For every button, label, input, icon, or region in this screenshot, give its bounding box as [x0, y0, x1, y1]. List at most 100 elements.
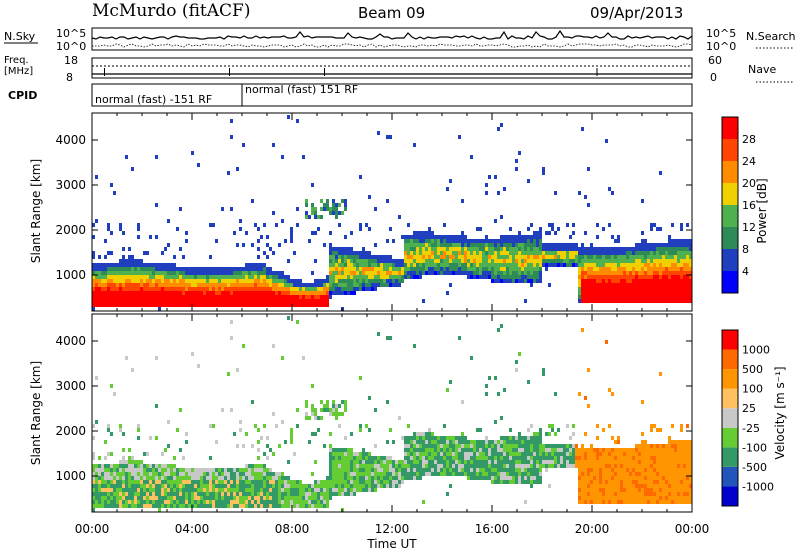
- velocity-cell: [680, 480, 683, 484]
- power-cell: [314, 291, 317, 295]
- velocity-cell: [515, 472, 518, 476]
- power-cell: [557, 255, 560, 259]
- power-cell: [572, 243, 575, 247]
- velocity-cell: [635, 492, 638, 496]
- power-cell: [95, 275, 98, 279]
- velocity-cell: [191, 480, 194, 484]
- velocity-cell: [632, 452, 635, 456]
- power-cell: [599, 255, 602, 259]
- power-cell: [326, 275, 329, 279]
- power-cell: [389, 283, 392, 287]
- velocity-cell: [206, 500, 209, 504]
- power-cell: [614, 295, 617, 299]
- velocity-cell: [566, 424, 569, 428]
- velocity-cell: [245, 476, 248, 480]
- velocity-cell: [140, 472, 143, 476]
- velocity-cell: [440, 464, 443, 468]
- velocity-cell: [647, 488, 650, 492]
- velocity-cell: [203, 504, 206, 508]
- velocity-cell: [125, 468, 128, 472]
- velocity-cell: [665, 452, 668, 456]
- velocity-cell: [533, 476, 536, 480]
- velocity-cell: [440, 448, 443, 452]
- velocity-cell: [419, 468, 422, 472]
- power-cell: [110, 263, 113, 267]
- velocity-cell: [311, 500, 314, 504]
- power-cell: [674, 255, 677, 259]
- power-cell: [329, 275, 332, 279]
- velocity-cell: [365, 424, 368, 428]
- velocity-cell: [515, 468, 518, 472]
- velocity-cell: [596, 464, 599, 468]
- velocity-cell: [389, 480, 392, 484]
- power-cell: [134, 295, 137, 299]
- power-cell: [347, 271, 350, 275]
- velocity-cell: [683, 448, 686, 452]
- power-cell: [320, 295, 323, 299]
- power-cell: [206, 287, 209, 291]
- velocity-cell: [290, 492, 293, 496]
- velocity-cell: [596, 492, 599, 496]
- velocity-cell: [344, 484, 347, 488]
- power-cell: [140, 283, 143, 287]
- power-cell: [599, 263, 602, 267]
- power-cell: [671, 283, 674, 287]
- velocity-cell: [251, 492, 254, 496]
- velocity-cell: [530, 484, 533, 488]
- velocity-cell: [473, 448, 476, 452]
- velocity-cell: [548, 444, 551, 448]
- power-cell: [188, 291, 191, 295]
- velocity-cell: [272, 488, 275, 492]
- power-cell: [557, 227, 560, 231]
- power-cell: [431, 247, 434, 251]
- velocity-cell: [326, 408, 329, 412]
- velocity-cell: [635, 480, 638, 484]
- velocity-cell: [599, 492, 602, 496]
- colorbar-tick-label: 20: [742, 177, 756, 190]
- velocity-cell: [287, 492, 290, 496]
- velocity-cell: [380, 480, 383, 484]
- velocity-cell: [635, 500, 638, 504]
- velocity-cell: [542, 444, 545, 448]
- power-cell: [497, 247, 500, 251]
- power-cell: [611, 283, 614, 287]
- power-cell: [161, 279, 164, 283]
- velocity-cell: [191, 476, 194, 480]
- power-cell: [173, 275, 176, 279]
- velocity-cell: [215, 488, 218, 492]
- velocity-cell: [470, 440, 473, 444]
- power-cell: [257, 299, 260, 303]
- power-cell: [611, 263, 614, 267]
- velocity-cell: [239, 468, 242, 472]
- power-cell: [431, 239, 434, 243]
- velocity-cell: [602, 480, 605, 484]
- velocity-cell: [302, 488, 305, 492]
- power-cell: [173, 271, 176, 275]
- power-cell: [347, 267, 350, 271]
- power-cell: [323, 207, 326, 211]
- power-cell: [137, 259, 140, 263]
- power-cell: [335, 255, 338, 259]
- power-cell: [500, 247, 503, 251]
- velocity-cell: [245, 472, 248, 476]
- power-cell: [416, 239, 419, 243]
- velocity-cell: [173, 464, 176, 468]
- velocity-cell: [515, 436, 518, 440]
- velocity-cell: [560, 456, 563, 460]
- velocity-cell: [611, 456, 614, 460]
- velocity-cell: [641, 476, 644, 480]
- velocity-cell: [146, 472, 149, 476]
- velocity-cell: [533, 440, 536, 444]
- velocity-cell: [185, 504, 188, 508]
- power-cell: [257, 247, 260, 251]
- power-cell: [215, 267, 218, 271]
- velocity-cell: [419, 460, 422, 464]
- power-cell: [683, 283, 686, 287]
- power-cell: [599, 271, 602, 275]
- velocity-cell: [197, 364, 200, 368]
- power-cell: [518, 271, 521, 275]
- velocity-cell: [263, 468, 266, 472]
- velocity-cell: [449, 468, 452, 472]
- power-cell: [608, 223, 611, 227]
- velocity-cell: [515, 360, 518, 364]
